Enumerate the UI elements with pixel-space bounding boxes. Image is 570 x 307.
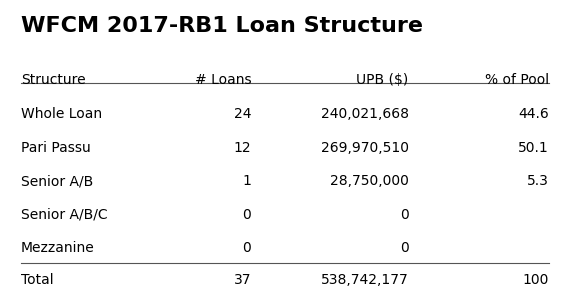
Text: 0: 0 [243, 208, 251, 222]
Text: 100: 100 [523, 273, 549, 287]
Text: 5.3: 5.3 [527, 174, 549, 188]
Text: 240,021,668: 240,021,668 [320, 107, 409, 121]
Text: 0: 0 [400, 208, 409, 222]
Text: 24: 24 [234, 107, 251, 121]
Text: WFCM 2017-RB1 Loan Structure: WFCM 2017-RB1 Loan Structure [21, 16, 423, 36]
Text: Whole Loan: Whole Loan [21, 107, 102, 121]
Text: Total: Total [21, 273, 54, 287]
Text: 50.1: 50.1 [518, 141, 549, 155]
Text: Structure: Structure [21, 73, 86, 87]
Text: % of Pool: % of Pool [485, 73, 549, 87]
Text: Senior A/B/C: Senior A/B/C [21, 208, 108, 222]
Text: 0: 0 [400, 241, 409, 255]
Text: 0: 0 [243, 241, 251, 255]
Text: 269,970,510: 269,970,510 [320, 141, 409, 155]
Text: 1: 1 [242, 174, 251, 188]
Text: 28,750,000: 28,750,000 [329, 174, 409, 188]
Text: Senior A/B: Senior A/B [21, 174, 93, 188]
Text: Pari Passu: Pari Passu [21, 141, 91, 155]
Text: Mezzanine: Mezzanine [21, 241, 95, 255]
Text: # Loans: # Loans [195, 73, 251, 87]
Text: UPB ($): UPB ($) [356, 73, 409, 87]
Text: 37: 37 [234, 273, 251, 287]
Text: 44.6: 44.6 [518, 107, 549, 121]
Text: 538,742,177: 538,742,177 [321, 273, 409, 287]
Text: 12: 12 [234, 141, 251, 155]
